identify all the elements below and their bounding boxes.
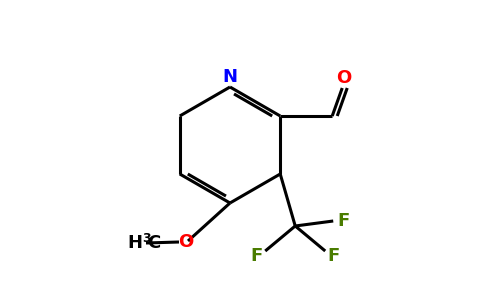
Text: F: F: [250, 247, 262, 265]
Text: F: F: [327, 247, 339, 265]
Text: O: O: [179, 233, 194, 251]
Text: H: H: [127, 234, 142, 252]
Text: N: N: [223, 68, 238, 86]
Text: C: C: [147, 234, 161, 252]
Text: 3: 3: [142, 232, 151, 244]
Text: O: O: [336, 69, 352, 87]
Text: F: F: [337, 212, 349, 230]
